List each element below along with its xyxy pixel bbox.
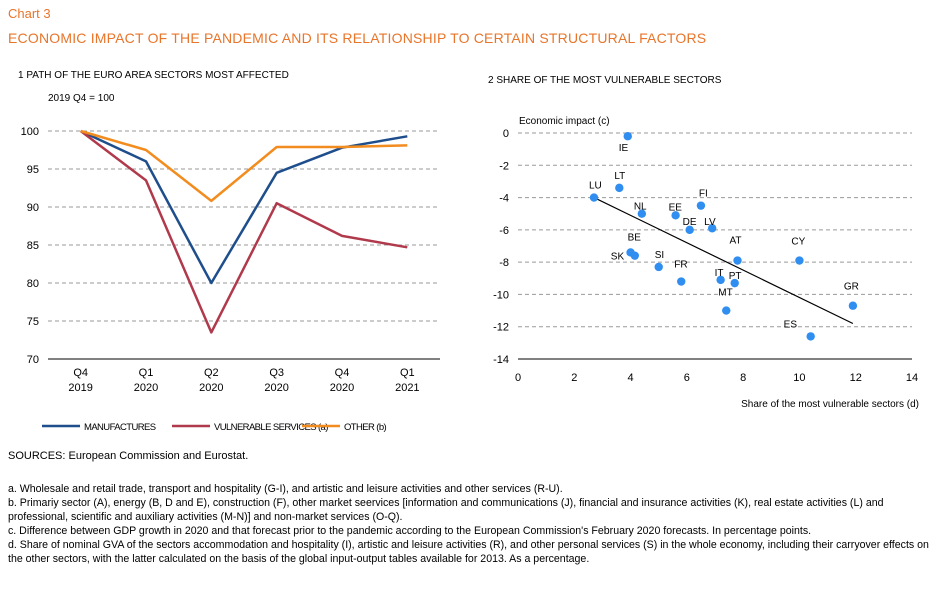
panel2-point-label: FI — [699, 189, 708, 200]
panel2-trendline — [593, 197, 854, 325]
panel2-y-tick-label: -10 — [493, 289, 509, 301]
panel1-x-tick-label: 2020 — [199, 382, 223, 394]
panel2-point-label: BE — [628, 232, 642, 243]
panel2-point-pt — [730, 278, 739, 288]
panel2-point-label: EE — [669, 202, 683, 213]
panel1-x-tick-label: Q2 — [204, 367, 219, 379]
panel1-y-tick-label: 90 — [27, 202, 39, 214]
panel1-legend-label: VULNERABLE SERVICES (a) — [214, 422, 328, 433]
panel2-point-label: IE — [619, 143, 629, 154]
panel2-point-fr — [677, 277, 686, 286]
panel2-point-lv — [707, 224, 717, 233]
panel1-y-tick-label: 100 — [21, 126, 39, 138]
panel2-x-axis-label: Share of the most vulnerable sectors (d) — [741, 399, 919, 410]
panel2-point-si — [654, 262, 663, 272]
panel2-y-tick-label: 0 — [503, 128, 509, 140]
panel1-legend-label: OTHER (b) — [344, 422, 387, 433]
panel2-y-tick-label: -14 — [493, 354, 509, 366]
panel1-x-tick-label: 2020 — [264, 382, 288, 394]
panel2-point-label: LT — [614, 171, 625, 182]
panel2-point-label: GR — [844, 282, 859, 293]
panel2-point-cy — [795, 256, 804, 265]
panel2-point-mt — [722, 306, 731, 315]
panel2-point-label: LV — [704, 217, 716, 228]
chart-title: ECONOMIC IMPACT OF THE PANDEMIC AND ITS … — [8, 30, 707, 46]
panel2-point-label: FR — [674, 260, 687, 271]
panel2-point-fi — [696, 201, 706, 210]
footnotes: a. Wholesale and retail trade, transport… — [8, 482, 933, 566]
panel2-point-label: NL — [634, 202, 647, 213]
panel1-x-tick-label: 2019 — [68, 382, 92, 394]
panel2-x-tick-label: 6 — [684, 372, 690, 384]
panel2-point-label: MT — [718, 288, 732, 299]
panel2-point-label: LU — [589, 181, 602, 192]
panel2-y-axis-label: Economic impact (c) — [519, 116, 610, 127]
panel2-y-tick-label: -12 — [493, 322, 509, 334]
panel1-y-tick-label: 95 — [27, 164, 39, 176]
panel1-x-tick-label: Q1 — [139, 367, 154, 379]
panel2-x-tick-label: 4 — [628, 372, 634, 384]
panel2-point-label: PT — [729, 271, 742, 282]
panel2-point-label: CY — [791, 237, 805, 248]
panel1-series-line — [80, 129, 408, 203]
sources-note: SOURCES: European Commission and Eurosta… — [8, 450, 249, 462]
panel1-x-tick-label: Q4 — [335, 367, 350, 379]
panel1-title: 1 PATH OF THE EURO AREA SECTORS MOST AFF… — [18, 70, 289, 81]
panel2-x-tick-label: 2 — [571, 372, 577, 384]
panel2-point-label: SK — [611, 252, 625, 263]
panel2-point-lu — [589, 193, 599, 202]
panel1-y-tick-label: 80 — [27, 278, 39, 290]
footnote-d: d. Share of nominal GVA of the sectors a… — [8, 539, 929, 565]
panel2-y-tick-label: -8 — [499, 257, 509, 269]
panel2-point-ee — [671, 211, 680, 220]
panel2-x-tick-label: 10 — [793, 372, 805, 384]
panel2-point-label: ES — [784, 319, 798, 330]
panel2-title: 2 SHARE OF THE MOST VULNERABLE SECTORS — [488, 75, 722, 86]
panel1-series-line — [79, 130, 408, 334]
panel2-x-tick-label: 14 — [906, 372, 918, 384]
panel2-y-tick-label: -6 — [499, 225, 509, 237]
panel2-x-tick-label: 0 — [515, 372, 521, 384]
panel1-subtitle: 2019 Q4 = 100 — [48, 93, 115, 104]
panel2-point-it — [716, 275, 725, 285]
panel1-y-tick-label: 75 — [27, 316, 39, 328]
panel1-x-tick-label: 2020 — [330, 382, 354, 394]
panel2-point-label: AT — [730, 236, 742, 247]
panel2-point-sk — [630, 251, 639, 260]
panel2-point-at — [733, 256, 742, 265]
panel2-point-gr — [848, 301, 858, 310]
footnote-c: c. Difference between GDP growth in 2020… — [8, 525, 812, 537]
panel1-y-tick-label: 70 — [27, 354, 39, 366]
panel2-y-tick-label: -4 — [499, 193, 509, 205]
chart-number: Chart 3 — [8, 6, 51, 21]
charts-canvas: 707580859095100Q42019Q12020Q22020Q32020Q… — [21, 116, 919, 433]
panel1-legend-label: MANUFACTURES — [84, 422, 156, 433]
panel2-point-lt — [615, 183, 624, 193]
panel2-point-de — [685, 225, 694, 235]
panel1-x-tick-label: Q1 — [400, 367, 415, 379]
panel2-point-es — [806, 332, 815, 341]
panel1-y-tick-label: 85 — [27, 240, 39, 252]
panel2-point-ie — [623, 132, 632, 141]
panel2-x-tick-label: 8 — [740, 372, 746, 384]
panel1-x-tick-label: 2021 — [395, 382, 419, 394]
panel1-x-tick-label: 2020 — [134, 382, 158, 394]
panel2-point-nl — [637, 209, 647, 218]
panel2-point-label: IT — [715, 268, 724, 279]
panel2-x-tick-label: 12 — [850, 372, 862, 384]
panel1-x-tick-label: Q4 — [73, 367, 88, 379]
footnote-b: b. Primariy sector (A), energy (B, D and… — [8, 497, 884, 523]
panel1-x-tick-label: Q3 — [269, 367, 284, 379]
panel2-point-label: DE — [683, 217, 697, 228]
panel2-point-label: SI — [655, 250, 664, 261]
panel2-y-tick-label: -2 — [499, 160, 509, 172]
footnote-a: a. Wholesale and retail trade, transport… — [8, 483, 563, 495]
